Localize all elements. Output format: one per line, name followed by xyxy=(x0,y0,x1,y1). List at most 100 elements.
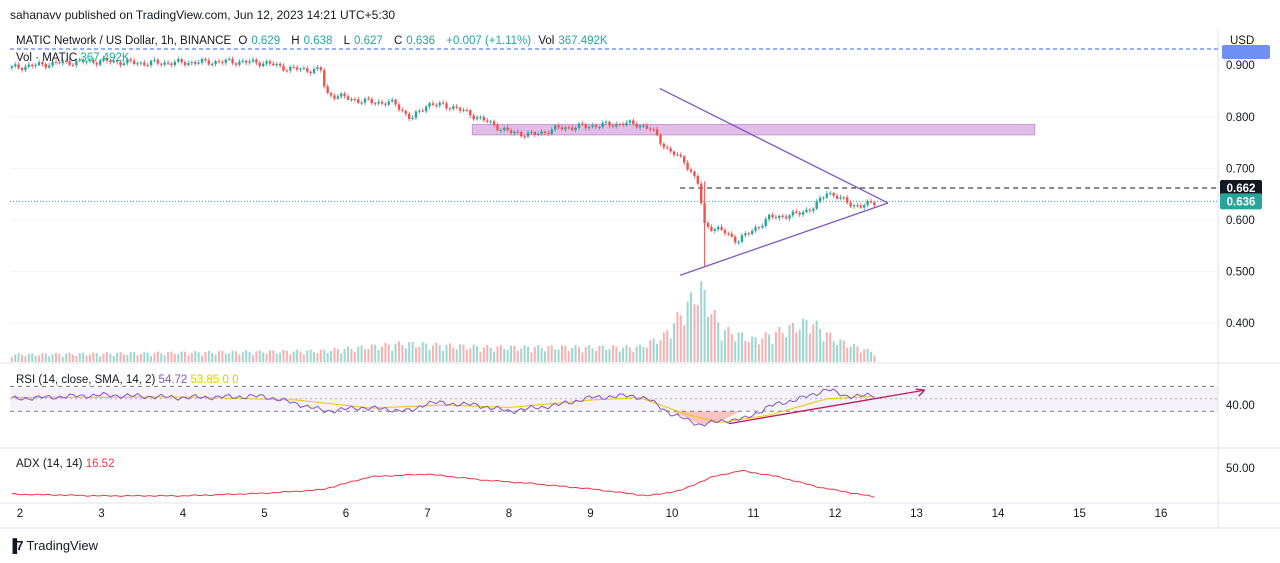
candle-body xyxy=(227,58,231,60)
volume-bar xyxy=(455,349,458,362)
candle-body xyxy=(156,59,160,64)
candle-body xyxy=(543,131,547,133)
open-value: 0.629 xyxy=(251,35,281,47)
volume-bar xyxy=(377,349,380,362)
volume-bar xyxy=(639,344,642,362)
symbol-label[interactable]: MATIC Network / US Dollar, 1h, BINANCE xyxy=(16,35,232,47)
candle-body xyxy=(496,125,499,131)
volume-bar xyxy=(316,353,319,362)
volume-bar xyxy=(856,346,859,362)
candle-body xyxy=(560,127,564,130)
volume-bar xyxy=(737,332,740,362)
adx-label[interactable]: ADX (14, 14) xyxy=(16,458,83,470)
volume-bar xyxy=(476,346,479,362)
volume-bar xyxy=(136,355,139,362)
candle-body xyxy=(160,63,163,65)
currency-label[interactable]: USD xyxy=(1230,35,1255,47)
volume-bar xyxy=(88,354,91,362)
candle-body xyxy=(723,229,727,234)
volume-bar xyxy=(201,355,204,362)
volume-bar xyxy=(119,352,122,362)
candle-body xyxy=(190,61,194,64)
candle-body xyxy=(88,59,92,62)
volume-bar xyxy=(187,354,190,362)
candle-body xyxy=(221,62,224,64)
candle-body xyxy=(214,61,217,64)
volume-bar xyxy=(652,338,655,362)
volume-bar xyxy=(564,346,567,362)
candle-body xyxy=(428,103,431,107)
candle-body xyxy=(818,197,822,202)
volume-bar xyxy=(710,314,713,362)
volume-bar xyxy=(167,352,170,362)
candle-body xyxy=(754,227,757,231)
volume-bar xyxy=(374,344,377,362)
candle-body xyxy=(248,61,251,63)
volume-bar xyxy=(489,347,492,362)
close-label: C xyxy=(393,35,403,47)
candle-body xyxy=(10,66,14,68)
volume-bar xyxy=(622,347,625,362)
candle-body xyxy=(662,143,666,148)
volume-bar xyxy=(493,351,496,362)
volume-bar xyxy=(747,342,750,362)
candle-body xyxy=(513,131,516,134)
volume-bar xyxy=(836,345,839,362)
time-tick-label: 4 xyxy=(180,508,187,520)
rsi-label[interactable]: RSI (14, close, SMA, 14, 2) xyxy=(16,374,156,386)
time-tick-label: 7 xyxy=(424,508,430,520)
volume-bar xyxy=(557,349,560,362)
candle-body xyxy=(533,132,537,135)
tradingview-brand[interactable]: ▐7 TradingView xyxy=(8,538,98,553)
time-tick-label: 6 xyxy=(343,508,349,520)
volume-bar xyxy=(608,349,611,362)
candle-body xyxy=(173,61,177,65)
volume-bar xyxy=(326,353,329,362)
candle-body xyxy=(564,127,567,130)
volume-label[interactable]: Vol · MATIC xyxy=(16,52,78,64)
candle-body xyxy=(163,62,166,65)
volume-bar xyxy=(499,345,502,362)
candle-body xyxy=(822,197,825,199)
volume-bar xyxy=(319,349,322,362)
publisher-caption: sahanavv published on TradingView.com, J… xyxy=(10,8,396,22)
candle-body xyxy=(655,129,659,136)
volume-bar xyxy=(815,320,818,362)
volume-bar xyxy=(404,348,407,362)
candle-body xyxy=(676,154,679,156)
volume-bar xyxy=(584,346,587,362)
volume-bar xyxy=(48,356,51,362)
volume-bar xyxy=(615,346,618,362)
volume-bar xyxy=(734,341,737,362)
volume-bar xyxy=(438,345,441,362)
volume-bar xyxy=(411,341,414,362)
candle-body xyxy=(581,123,584,125)
candle-body xyxy=(835,195,839,199)
volume-bar xyxy=(696,304,699,362)
candle-body xyxy=(346,96,350,100)
candle-body xyxy=(815,201,818,209)
rsi-zero-2: 0 xyxy=(232,374,239,386)
volume-bar xyxy=(533,347,536,362)
candle-body xyxy=(523,136,526,138)
candle-body xyxy=(553,125,557,130)
candles xyxy=(10,55,876,245)
candle-body xyxy=(652,129,655,131)
candle-body xyxy=(550,129,553,134)
volume-bar xyxy=(574,345,577,362)
volume-bar xyxy=(333,347,336,362)
candle-body xyxy=(394,99,397,105)
candle-body xyxy=(649,128,652,130)
vol-value: 367.492K xyxy=(558,35,608,47)
volume-bar xyxy=(523,345,526,362)
volume-bar xyxy=(601,345,604,362)
volume-bar xyxy=(822,341,825,362)
candle-body xyxy=(261,63,265,67)
resistance-zone xyxy=(471,124,1036,136)
volume-bar xyxy=(516,350,519,362)
low-label: L xyxy=(343,35,350,47)
volume-bar xyxy=(757,344,760,362)
candle-body xyxy=(268,61,272,64)
candle-body xyxy=(645,125,649,129)
